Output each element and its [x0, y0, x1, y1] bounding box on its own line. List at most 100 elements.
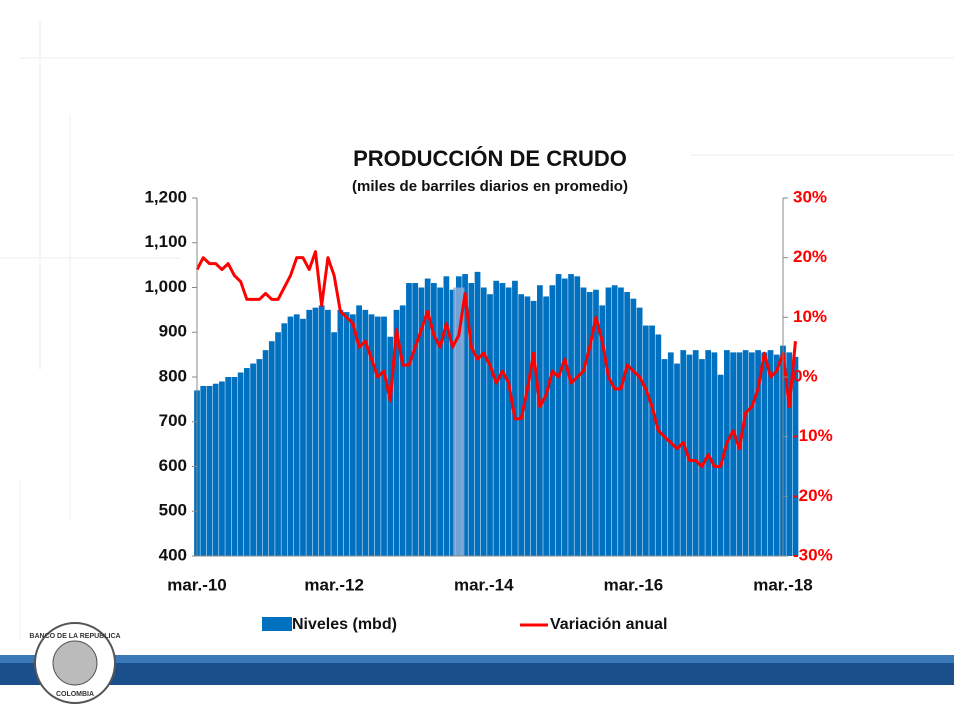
bar [543, 296, 549, 556]
bar [256, 359, 263, 556]
bar [399, 305, 406, 556]
bar [480, 287, 487, 556]
bar [711, 352, 718, 556]
bar [312, 307, 319, 556]
bar [250, 363, 256, 556]
bar [736, 352, 743, 556]
bar [580, 287, 587, 556]
bar [206, 385, 213, 556]
y-tick-label: 800 [159, 366, 187, 385]
bar [599, 305, 606, 556]
bar [331, 332, 338, 556]
bar [680, 350, 687, 556]
bar [555, 274, 562, 556]
y2-tick-label: 0% [793, 366, 818, 385]
logo-text: COLOMBIA [56, 691, 94, 698]
bar [649, 325, 655, 556]
legend-label: Niveles (mbd) [292, 616, 397, 633]
y2-tick-label: -20% [793, 486, 833, 505]
bar [748, 352, 755, 556]
bar [387, 336, 394, 556]
y-tick-label: 900 [159, 322, 187, 341]
bar [474, 271, 481, 556]
bar [642, 325, 649, 556]
bar [275, 332, 281, 556]
bar [773, 354, 780, 556]
y-tick-label: 1,000 [144, 277, 187, 296]
bar [381, 316, 387, 556]
y-tick-label: 1,200 [144, 187, 187, 206]
bar [661, 359, 668, 556]
bar [699, 359, 705, 556]
bar [462, 274, 468, 556]
y2-tick-label: 10% [793, 307, 827, 326]
y2-tick-label: -10% [793, 426, 833, 445]
bar [549, 285, 556, 556]
bar [742, 350, 749, 556]
bar [730, 352, 736, 556]
chart-title: PRODUCCIÓN DE CRUDO [353, 146, 627, 171]
bar [262, 350, 269, 556]
bar [393, 309, 400, 556]
bar [630, 298, 637, 556]
footer-band-light [0, 655, 954, 663]
bar [200, 385, 207, 556]
y-tick-label: 1,100 [144, 232, 187, 251]
bar [674, 363, 680, 556]
bar [499, 283, 506, 556]
x-tick-label: mar.-18 [753, 575, 813, 594]
bar [624, 291, 631, 556]
bar [561, 278, 568, 556]
bar [537, 285, 543, 556]
logo-text: BANCO DE LA REPUBLICA [29, 633, 120, 640]
bar [325, 309, 331, 556]
bar [611, 285, 618, 556]
y-tick-label: 700 [159, 411, 187, 430]
bar [219, 381, 225, 556]
bar [318, 305, 325, 556]
bar [618, 287, 624, 556]
bar [443, 276, 450, 556]
bar [281, 323, 288, 556]
bar [767, 350, 774, 556]
bar [244, 368, 250, 556]
bar [268, 341, 275, 556]
bar [437, 287, 443, 556]
x-tick-label: mar.-14 [454, 575, 514, 594]
bar [593, 289, 599, 556]
bar [755, 350, 761, 556]
bar [530, 300, 537, 556]
legend-label: Variación anual [550, 616, 667, 633]
bar [586, 291, 593, 556]
bar [306, 309, 313, 556]
bar [449, 289, 456, 556]
bar [293, 314, 300, 556]
bar [368, 314, 375, 556]
bar [287, 316, 294, 556]
bar [237, 372, 244, 556]
bar [212, 383, 219, 556]
bar [574, 276, 581, 556]
bar [343, 312, 350, 556]
bar [686, 354, 693, 556]
bar [786, 352, 793, 556]
y-tick-label: 400 [159, 545, 187, 564]
y2-tick-label: 30% [793, 187, 827, 206]
bar [655, 334, 662, 556]
legend-swatch [262, 617, 292, 631]
bar [487, 294, 493, 556]
bar [505, 287, 512, 556]
y2-tick-label: -30% [793, 545, 833, 564]
bar [412, 283, 419, 556]
highlight [453, 287, 465, 556]
line [195, 250, 797, 468]
bar [231, 377, 238, 556]
y2-tick-label: 20% [793, 247, 827, 266]
bar [724, 350, 730, 556]
bar [636, 307, 643, 556]
bar [300, 318, 306, 556]
bar [337, 309, 344, 556]
decoration [0, 20, 954, 640]
bar [431, 283, 437, 556]
